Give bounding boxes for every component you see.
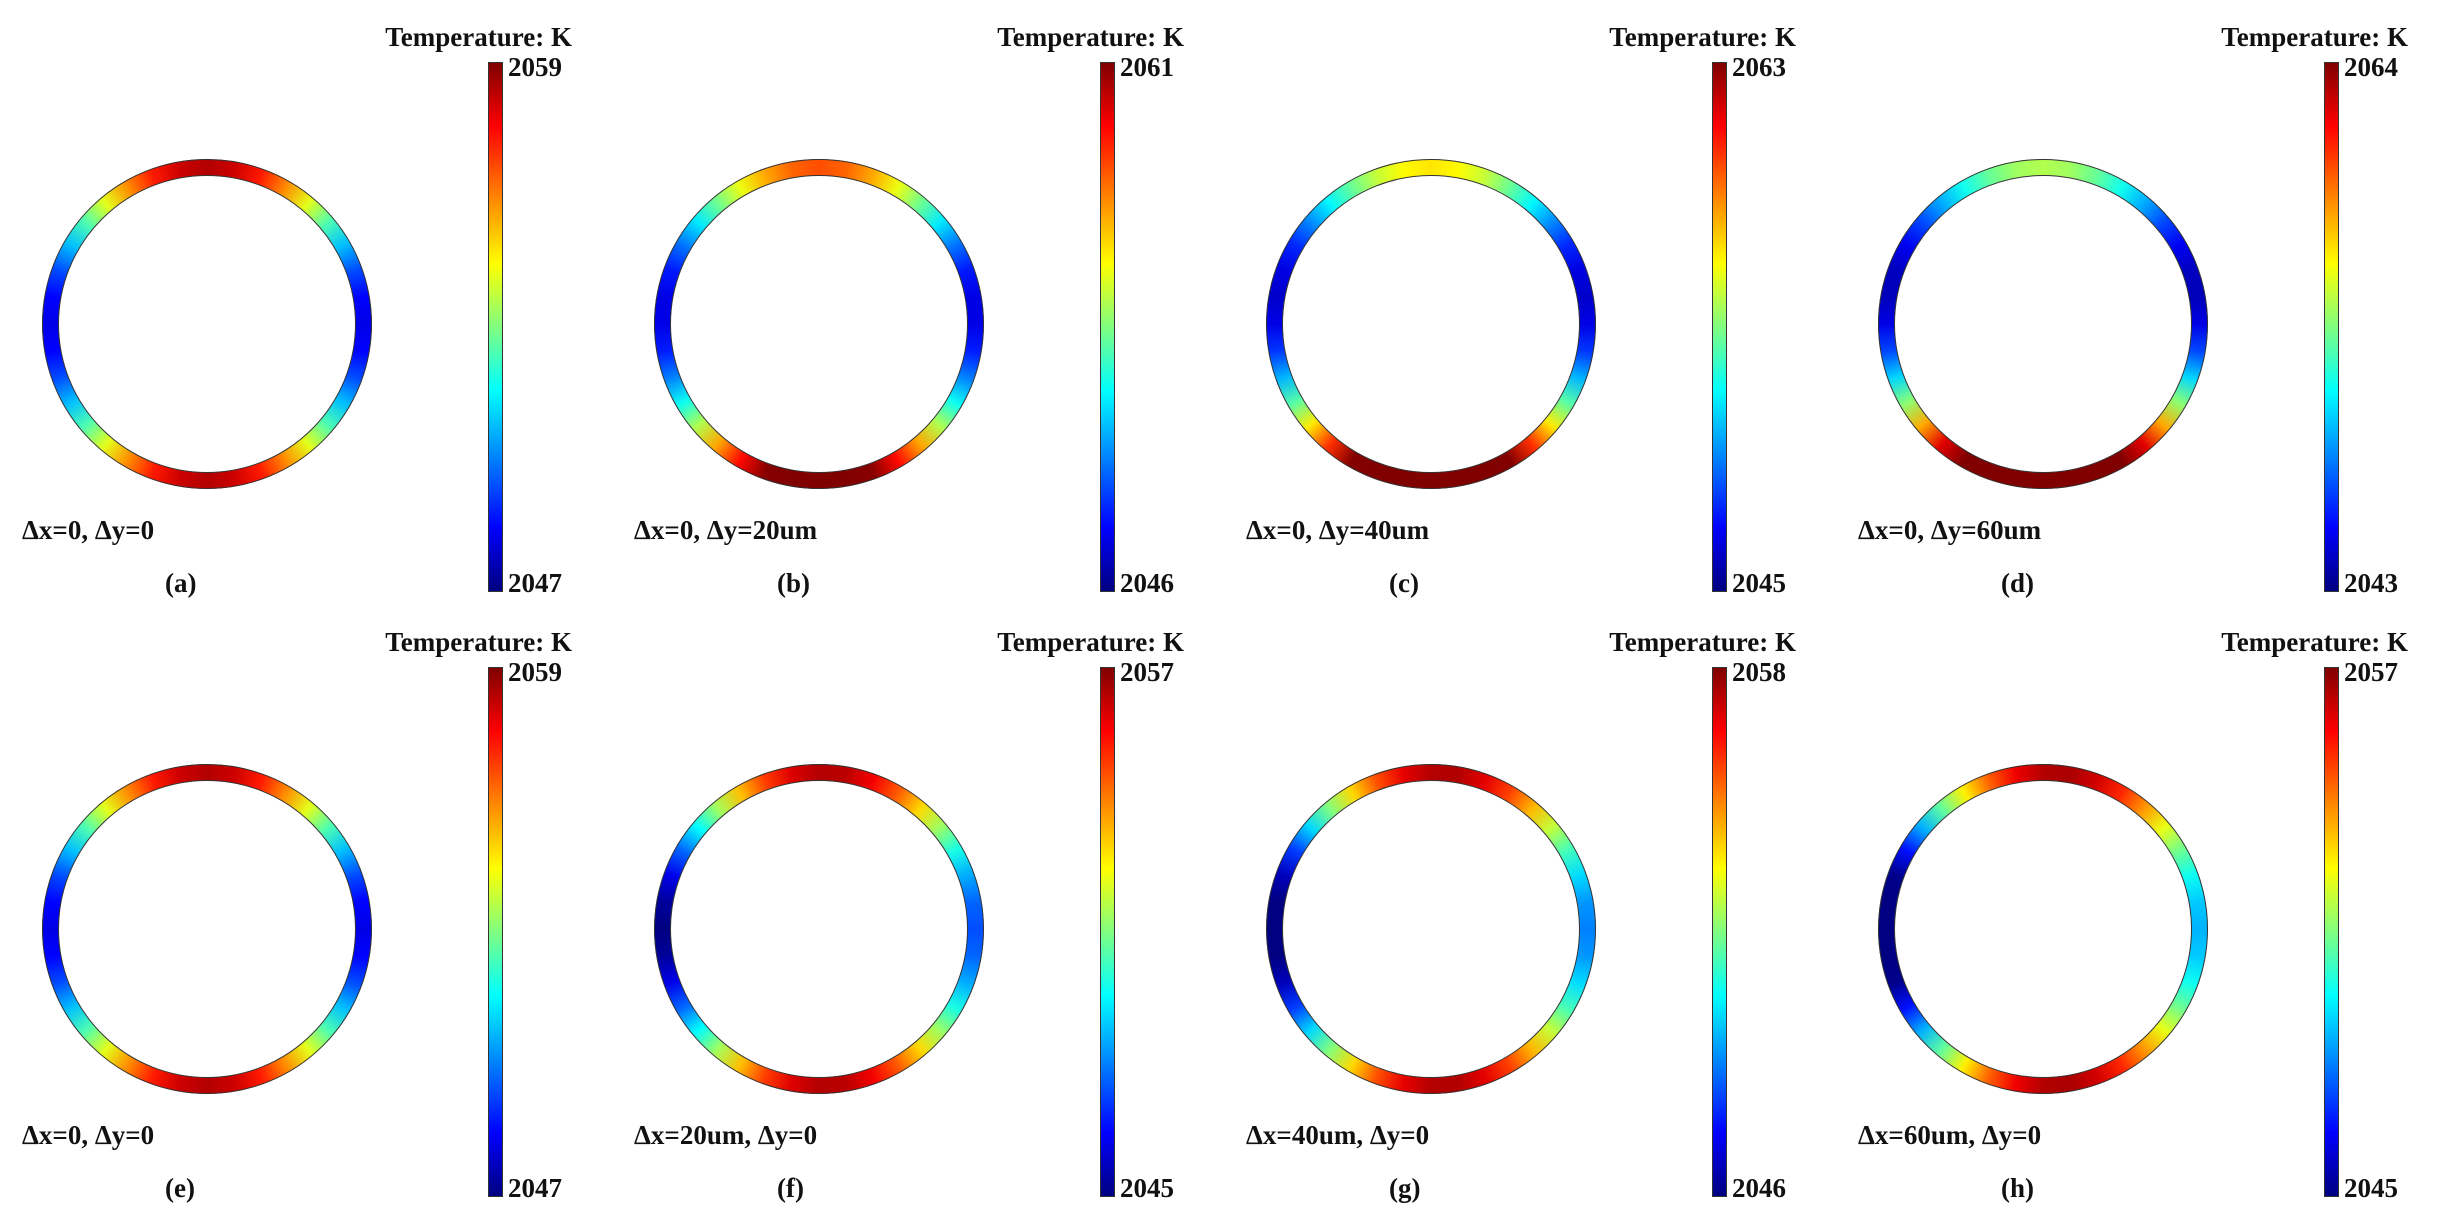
colorbar-min: 2045: [1120, 1173, 1174, 1203]
caption: (g): [1389, 1173, 1421, 1203]
caption: (e): [165, 1173, 195, 1203]
colorbar-title: Temperature: K: [1609, 627, 1796, 657]
colorbar: [488, 62, 503, 592]
colorbar: [1100, 667, 1115, 1197]
colorbar-title: Temperature: K: [2221, 627, 2408, 657]
caption: (h): [2001, 1173, 2034, 1203]
ring-outline: [42, 159, 372, 489]
panel: Temperature: K 2059 2047 Δx=0, Δy=0 (e): [0, 605, 612, 1210]
colorbar-max: 2057: [1120, 657, 1174, 687]
panel: Temperature: K 2057 2045 Δx=60um, Δy=0 (h): [1836, 605, 2448, 1210]
colorbar-max: 2064: [2344, 52, 2398, 82]
ring-outline: [1266, 159, 1596, 489]
colorbar-min: 2043: [2344, 568, 2398, 598]
colorbar-max: 2059: [508, 52, 562, 82]
caption: (d): [2001, 568, 2034, 598]
ring-outline: [58, 780, 356, 1078]
offset-label: Δx=0, Δy=0: [22, 515, 155, 545]
colorbar-min: 2046: [1120, 568, 1174, 598]
panel: Temperature: K 2057 2045 Δx=20um, Δy=0 (f): [612, 605, 1224, 1210]
caption: (c): [1389, 568, 1419, 598]
colorbar-title: Temperature: K: [997, 22, 1184, 52]
panel: Temperature: K 2061 2046 Δx=0, Δy=20um (b): [612, 0, 1224, 605]
panel: Temperature: K 2064 2043 Δx=0, Δy=60um (d): [1836, 0, 2448, 605]
colorbar-max: 2059: [508, 657, 562, 687]
panel: Temperature: K 2059 2047 Δx=0, Δy=0 (a): [0, 0, 612, 605]
offset-label: Δx=0, Δy=60um: [1858, 515, 2042, 545]
ring-outline: [654, 159, 984, 489]
ring-outline: [1878, 764, 2208, 1094]
ring-outline: [42, 764, 372, 1094]
colorbar-max: 2058: [1732, 657, 1786, 687]
colorbar-max: 2063: [1732, 52, 1786, 82]
ring-outline: [654, 764, 984, 1094]
colorbar-max: 2061: [1120, 52, 1174, 82]
colorbar: [1100, 62, 1115, 592]
panel: Temperature: K 2063 2045 Δx=0, Δy=40um (c): [1224, 0, 1836, 605]
ring-outline: [1282, 780, 1580, 1078]
caption: (a): [165, 568, 197, 598]
caption: (b): [777, 568, 810, 598]
ring-outline: [1282, 175, 1580, 473]
colorbar-title: Temperature: K: [997, 627, 1184, 657]
colorbar-title: Temperature: K: [385, 627, 572, 657]
ring-outline: [1894, 780, 2192, 1078]
colorbar: [488, 667, 503, 1197]
caption: (f): [777, 1173, 804, 1203]
colorbar: [1712, 62, 1727, 592]
ring-outline: [1266, 764, 1596, 1094]
colorbar-min: 2046: [1732, 1173, 1786, 1203]
ring-outline: [58, 175, 356, 473]
colorbar-min: 2047: [508, 1173, 562, 1203]
ring-outline: [1878, 159, 2208, 489]
offset-label: Δx=0, Δy=0: [22, 1120, 155, 1150]
panel: Temperature: K 2058 2046 Δx=40um, Δy=0 (g): [1224, 605, 1836, 1210]
ring-outline: [1894, 175, 2192, 473]
colorbar-title: Temperature: K: [385, 22, 572, 52]
colorbar: [1712, 667, 1727, 1197]
colorbar: [2324, 62, 2339, 592]
colorbar-min: 2045: [1732, 568, 1786, 598]
offset-label: Δx=0, Δy=40um: [1246, 515, 1430, 545]
colorbar-title: Temperature: K: [2221, 22, 2408, 52]
colorbar-min: 2047: [508, 568, 562, 598]
ring-outline: [670, 175, 968, 473]
colorbar: [2324, 667, 2339, 1197]
colorbar-max: 2057: [2344, 657, 2398, 687]
offset-label: Δx=40um, Δy=0: [1246, 1120, 1430, 1150]
ring-outline: [670, 780, 968, 1078]
offset-label: Δx=20um, Δy=0: [634, 1120, 818, 1150]
offset-label: Δx=60um, Δy=0: [1858, 1120, 2042, 1150]
colorbar-title: Temperature: K: [1609, 22, 1796, 52]
colorbar-min: 2045: [2344, 1173, 2398, 1203]
offset-label: Δx=0, Δy=20um: [634, 515, 818, 545]
